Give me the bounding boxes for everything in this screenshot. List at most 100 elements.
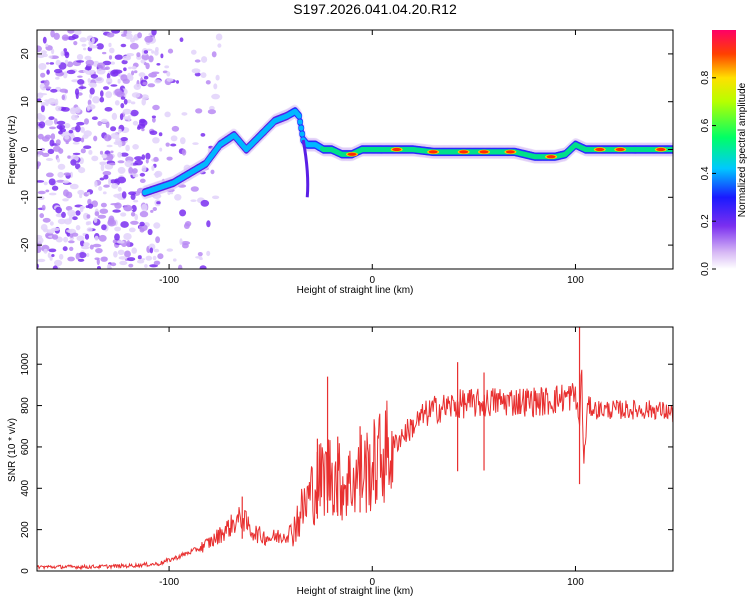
noise-speck [66,229,73,233]
ridge-core [299,131,305,137]
noise-speck [154,79,162,84]
noise-speck [76,235,85,242]
noise-speck [139,221,145,227]
noise-speck [83,130,92,137]
noise-speck [104,66,110,70]
noise-speck [62,180,70,184]
x-tick-label: -100 [159,577,179,588]
noise-speck [151,30,157,36]
noise-speck [200,72,207,78]
noise-speck [117,140,123,148]
noise-speck [70,212,77,216]
noise-speck [120,103,125,109]
noise-speck [208,145,214,149]
noise-speck [46,172,54,178]
noise-speck [37,180,45,183]
noise-speck [85,59,95,66]
x-tick-label: 100 [567,275,584,286]
noise-speck [120,43,127,48]
noise-speck [105,91,113,99]
noise-speck [111,183,119,189]
noise-speck [164,65,170,69]
noise-speck [55,139,61,146]
noise-speck [148,72,158,78]
noise-speck [37,161,41,167]
noise-speck [120,96,126,100]
noise-speck [99,96,105,103]
noise-speck [81,43,87,47]
noise-speck [153,156,159,162]
noise-speck [58,62,67,70]
noise-speck [52,265,58,269]
noise-speck [51,227,60,231]
noise-speck [70,159,77,166]
ridge [140,104,673,200]
noise-speck [68,240,75,244]
noise-speck [84,55,92,61]
noise-speckle [37,30,223,269]
noise-speck [110,132,120,139]
noise-speck [156,201,161,205]
noise-speck [41,87,46,91]
noise-speck [38,93,48,96]
noise-speck [61,211,66,218]
noise-speck [122,55,130,61]
noise-speck [201,56,208,63]
noise-speck [130,37,135,43]
noise-speck [56,157,61,163]
noise-speck [114,88,122,96]
noise-speck [49,62,55,65]
noise-speck [100,202,107,208]
noise-speck [139,210,149,218]
noise-speck [209,105,215,111]
noise-speck [190,199,197,202]
noise-speck [212,195,220,200]
noise-speck [114,54,123,60]
noise-speck [64,123,71,129]
noise-speck [113,251,118,258]
noise-speck [103,86,109,90]
ridge-core [297,119,303,125]
noise-speck [98,234,107,242]
noise-speck [110,126,117,132]
noise-speck [145,255,153,261]
noise-speck [42,152,50,157]
figure-title: S197.2026.041.04.20.R12 [293,1,457,17]
noise-speck [53,32,60,40]
noise-speck [89,244,94,250]
noise-speck [155,236,161,244]
noise-speck [99,208,109,214]
noise-speck [137,32,143,39]
noise-speck [72,142,80,145]
noise-speck [45,119,54,126]
noise-speck [137,255,142,260]
noise-speck [66,232,71,237]
noise-speck [171,125,180,132]
noise-speck [68,214,73,222]
noise-speck [131,92,141,98]
noise-speck [118,256,128,260]
noise-speck [80,239,85,247]
noise-speck [103,174,109,180]
noise-speck [154,171,160,179]
noise-speck [96,43,104,50]
noise-speck [100,118,108,124]
noise-speck [90,74,99,79]
noise-speck [170,135,178,142]
noise-speck [121,59,128,65]
noise-speck [109,179,118,184]
noise-speck [94,257,100,261]
noise-speck [37,98,42,102]
noise-speck [59,125,63,132]
noise-speck [37,114,46,122]
noise-speck [128,167,134,174]
noise-speck [57,218,66,225]
x-tick-label: -100 [159,275,179,286]
noise-speck [78,252,87,259]
y-tick-label: -10 [20,190,31,205]
noise-speck [65,191,73,199]
noise-speck [50,133,56,140]
noise-speck [54,259,63,267]
noise-speck [170,143,177,147]
noise-speck [104,163,114,170]
